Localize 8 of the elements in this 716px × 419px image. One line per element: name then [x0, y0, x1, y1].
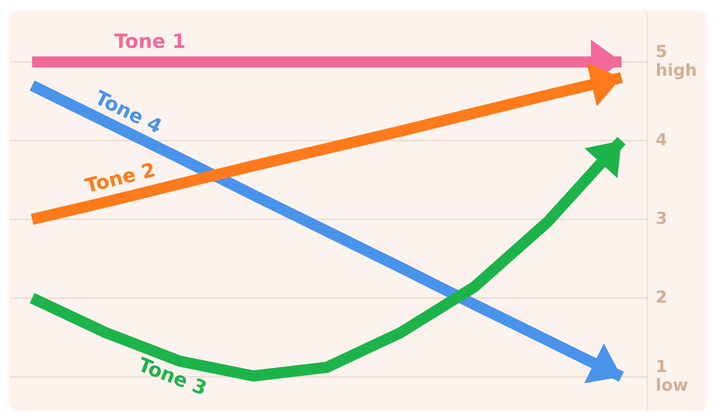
- series-label: Tone 1: [114, 34, 184, 48]
- y-tick-label: 2: [656, 290, 666, 303]
- text: Tone 3: [136, 356, 208, 396]
- y-tick-label: 3: [656, 212, 666, 224]
- text: Tone 2: [84, 162, 155, 193]
- y-tick-label: 4: [656, 133, 666, 146]
- y-tick-label: 5 high: [656, 44, 696, 80]
- y-tick-label: 1 low: [657, 360, 688, 391]
